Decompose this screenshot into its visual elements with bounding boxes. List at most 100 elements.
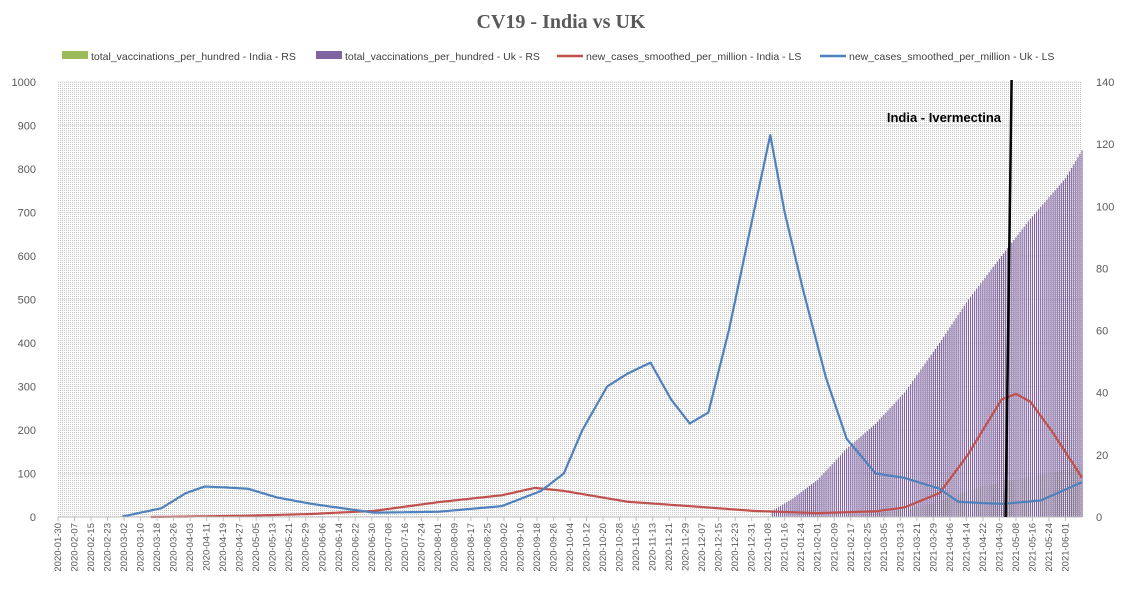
bar-mark	[842, 453, 843, 517]
x-tick-label: 2021-05-24	[1044, 523, 1055, 572]
bar-mark	[788, 501, 789, 517]
bar-mark	[1071, 168, 1072, 517]
y-right-tick-label: 60	[1096, 326, 1108, 338]
bar-mark	[951, 324, 952, 517]
bar-mark	[984, 278, 985, 517]
bar-mark	[1028, 221, 1029, 517]
x-tick-label: 2020-06-14	[334, 523, 345, 572]
bar-mark	[1026, 224, 1027, 517]
x-tick-label: 2021-02-09	[829, 523, 840, 572]
bar-mark	[908, 387, 909, 517]
bar-mark	[848, 447, 849, 517]
x-tick-label: 2020-04-03	[185, 523, 196, 572]
y-left-tick-label: 100	[18, 469, 36, 481]
bar-mark	[960, 312, 961, 517]
bar-mark	[797, 495, 798, 517]
bar-mark	[881, 417, 882, 517]
bar-mark	[1003, 253, 1004, 517]
bar-mark	[968, 300, 969, 518]
bar-mark	[1063, 181, 1064, 517]
bar-mark	[1059, 185, 1060, 517]
bar-mark	[1040, 207, 1041, 517]
bar-mark	[900, 397, 901, 517]
bar-mark	[1069, 171, 1070, 517]
bar-mark	[978, 286, 979, 517]
x-tick-label: 2020-08-01	[433, 523, 444, 572]
legend-label: total_vaccinations_per_hundred - India -…	[91, 51, 296, 63]
x-tick-label: 2020-10-12	[582, 523, 593, 572]
x-tick-label: 2020-03-18	[152, 523, 163, 572]
bar-mark	[966, 303, 967, 517]
bar-mark	[898, 399, 899, 517]
bar-mark	[844, 451, 845, 517]
bar-mark	[1044, 202, 1045, 517]
bar-mark	[1057, 188, 1058, 517]
bar-mark	[1024, 227, 1025, 517]
y-left-tick-label: 800	[18, 164, 36, 176]
bar-mark	[784, 503, 785, 517]
x-tick-label: 2021-03-13	[895, 523, 906, 572]
x-tick-label: 2020-12-31	[747, 523, 758, 572]
x-tick-label: 2020-04-11	[202, 523, 213, 571]
x-tick-label: 2020-12-15	[714, 523, 725, 572]
x-tick-label: 2020-08-25	[482, 523, 493, 572]
legend: total_vaccinations_per_hundred - India -…	[62, 51, 1054, 63]
x-tick-label: 2020-03-26	[169, 523, 180, 572]
bar-mark	[896, 402, 897, 517]
x-tick-label: 2020-03-02	[119, 523, 130, 572]
x-tick-label: 2020-12-07	[697, 523, 708, 572]
x-tick-label: 2020-05-05	[251, 523, 262, 572]
y-left-tick-label: 0	[30, 512, 36, 524]
x-tick-label: 2021-05-16	[1027, 523, 1038, 572]
x-tick-label: 2021-01-24	[796, 523, 807, 572]
x-tick-label: 2021-02-01	[813, 523, 824, 572]
bar-mark	[871, 427, 872, 517]
bar-mark	[1020, 232, 1021, 517]
bar-mark	[1065, 178, 1066, 517]
legend-swatch	[316, 51, 342, 59]
bar-mark	[956, 318, 957, 517]
bar-mark	[929, 358, 930, 517]
bar-mark	[815, 481, 816, 517]
x-tick-label: 2020-11-13	[648, 523, 659, 571]
bar-mark	[830, 466, 831, 517]
bar-mark	[865, 433, 866, 517]
y-right-tick-label: 80	[1096, 263, 1108, 275]
annotation-label: India - Ivermectina	[887, 110, 1002, 125]
bar-mark	[964, 306, 965, 517]
bar-mark	[910, 384, 911, 517]
legend-swatch	[62, 51, 88, 59]
x-tick-label: 2020-12-23	[730, 523, 741, 572]
x-tick-label: 2020-02-07	[70, 523, 81, 572]
bar-mark	[1079, 154, 1080, 517]
bar-mark	[1011, 243, 1012, 517]
bar-mark	[1042, 204, 1043, 517]
x-tick-label: 2020-10-04	[565, 523, 576, 572]
x-tick-label: 2021-05-08	[1011, 523, 1022, 572]
bar-mark	[863, 434, 864, 517]
y-right-tick-label: 100	[1096, 201, 1114, 213]
x-tick-label: 2021-04-30	[994, 523, 1005, 572]
bar-mark	[976, 289, 977, 517]
bar-mark	[918, 372, 919, 517]
bar-mark	[1077, 157, 1078, 517]
x-tick-label: 2021-01-08	[763, 523, 774, 572]
x-tick-label: 2021-03-29	[928, 523, 939, 572]
x-tick-label: 2020-11-05	[631, 523, 642, 571]
x-tick-label: 2020-06-30	[367, 523, 378, 572]
bar-mark	[1067, 175, 1068, 517]
bar-mark	[912, 381, 913, 517]
x-tick-label: 2020-10-20	[598, 523, 609, 572]
bar-mark	[1013, 240, 1014, 517]
chart-title: CV19 - India vs UK	[477, 11, 646, 33]
bar-mark	[906, 390, 907, 517]
bar-mark	[1055, 190, 1056, 517]
bar-mark	[1036, 212, 1037, 517]
bar-mark	[846, 449, 847, 517]
bar-mark	[875, 424, 876, 517]
bar-mark	[1048, 197, 1049, 517]
x-tick-label: 2021-03-05	[879, 523, 890, 572]
x-tick-label: 2020-09-02	[499, 523, 510, 572]
